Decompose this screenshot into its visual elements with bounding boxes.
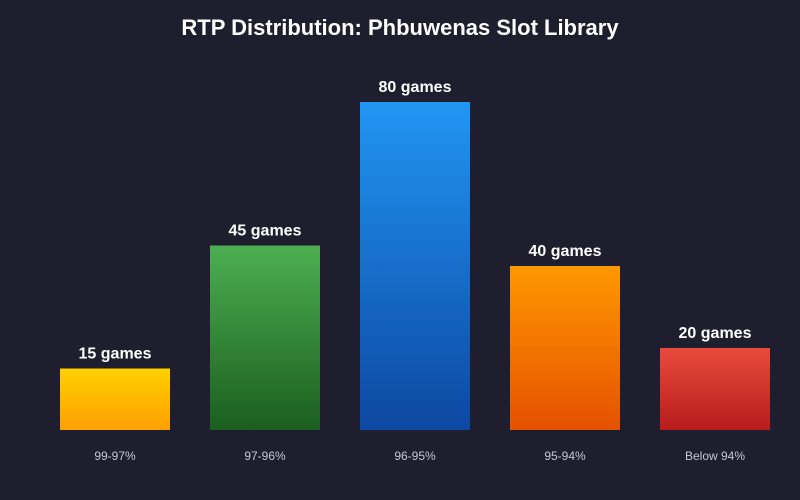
bar-1 [210, 245, 320, 430]
bar-0 [60, 368, 170, 430]
bar-value-label-4: 20 games [679, 325, 752, 342]
bar-value-label-2: 80 games [379, 79, 452, 96]
value-labels-group: 15 games 45 games 80 games 40 games 20 games [79, 79, 752, 363]
x-tick-label-1: 97-96% [244, 449, 286, 463]
x-tick-labels-group: 99-97% 97-96% 96-95% 95-94% Below 94% [94, 449, 745, 463]
bar-value-label-1: 45 games [229, 223, 302, 240]
bar-value-label-0: 15 games [79, 346, 152, 363]
chart-title: RTP Distribution: Phbuwenas Slot Library [181, 15, 619, 40]
bar-3 [510, 266, 620, 430]
bar-4 [660, 348, 770, 430]
x-tick-label-0: 99-97% [94, 449, 136, 463]
x-tick-label-2: 96-95% [394, 449, 436, 463]
bar-2 [360, 102, 470, 430]
x-tick-label-3: 95-94% [544, 449, 586, 463]
bars-group [60, 102, 770, 430]
x-tick-label-4: Below 94% [685, 449, 745, 463]
bar-value-label-3: 40 games [529, 243, 602, 260]
